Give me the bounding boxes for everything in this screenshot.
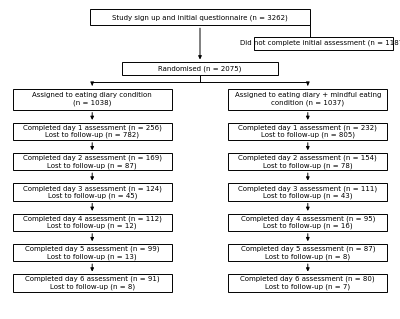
FancyBboxPatch shape bbox=[13, 89, 172, 110]
FancyBboxPatch shape bbox=[13, 153, 172, 170]
Text: Completed day 5 assessment (n = 87)
Lost to follow-up (n = 8): Completed day 5 assessment (n = 87) Lost… bbox=[240, 246, 375, 260]
Text: Completed day 3 assessment (n = 124)
Lost to follow-up (n = 45): Completed day 3 assessment (n = 124) Los… bbox=[23, 185, 162, 199]
FancyBboxPatch shape bbox=[13, 214, 172, 231]
Text: Completed day 6 assessment (n = 91)
Lost to follow-up (n = 8): Completed day 6 assessment (n = 91) Lost… bbox=[25, 276, 160, 290]
Text: Completed day 5 assessment (n = 99)
Lost to follow-up (n = 13): Completed day 5 assessment (n = 99) Lost… bbox=[25, 246, 160, 260]
Text: Did not complete initial assessment (n = 1187): Did not complete initial assessment (n =… bbox=[240, 40, 400, 47]
FancyBboxPatch shape bbox=[228, 89, 387, 110]
Text: Completed day 4 assessment (n = 112)
Lost to follow-up (n = 12): Completed day 4 assessment (n = 112) Los… bbox=[23, 215, 162, 229]
FancyBboxPatch shape bbox=[13, 123, 172, 140]
Text: Completed day 4 assessment (n = 95)
Lost to follow-up (n = 16): Completed day 4 assessment (n = 95) Lost… bbox=[241, 215, 375, 229]
Text: Completed day 1 assessment (n = 232)
Lost to follow-up (n = 805): Completed day 1 assessment (n = 232) Los… bbox=[238, 124, 377, 138]
Text: Assigned to eating diary condition
(n = 1038): Assigned to eating diary condition (n = … bbox=[32, 93, 152, 106]
FancyBboxPatch shape bbox=[228, 123, 387, 140]
FancyBboxPatch shape bbox=[13, 183, 172, 201]
Text: Completed day 1 assessment (n = 256)
Lost to follow-up (n = 782): Completed day 1 assessment (n = 256) Los… bbox=[23, 124, 162, 138]
FancyBboxPatch shape bbox=[90, 9, 310, 26]
FancyBboxPatch shape bbox=[254, 37, 393, 50]
FancyBboxPatch shape bbox=[228, 183, 387, 201]
FancyBboxPatch shape bbox=[13, 274, 172, 292]
Text: Completed day 2 assessment (n = 154)
Lost to follow-up (n = 78): Completed day 2 assessment (n = 154) Los… bbox=[238, 155, 377, 169]
FancyBboxPatch shape bbox=[228, 153, 387, 170]
FancyBboxPatch shape bbox=[228, 214, 387, 231]
Text: Completed day 2 assessment (n = 169)
Lost to follow-up (n = 87): Completed day 2 assessment (n = 169) Los… bbox=[23, 155, 162, 169]
Text: Completed day 3 assessment (n = 111)
Lost to follow-up (n = 43): Completed day 3 assessment (n = 111) Los… bbox=[238, 185, 377, 199]
Text: Assigned to eating diary + mindful eating
condition (n = 1037): Assigned to eating diary + mindful eatin… bbox=[235, 93, 381, 106]
FancyBboxPatch shape bbox=[228, 274, 387, 292]
Text: Randomised (n = 2075): Randomised (n = 2075) bbox=[158, 66, 242, 72]
FancyBboxPatch shape bbox=[122, 62, 278, 75]
Text: Study sign up and initial questionnaire (n = 3262): Study sign up and initial questionnaire … bbox=[112, 14, 288, 20]
FancyBboxPatch shape bbox=[13, 244, 172, 261]
FancyBboxPatch shape bbox=[228, 244, 387, 261]
Text: Completed day 6 assessment (n = 80)
Lost to follow-up (n = 7): Completed day 6 assessment (n = 80) Lost… bbox=[240, 276, 375, 290]
